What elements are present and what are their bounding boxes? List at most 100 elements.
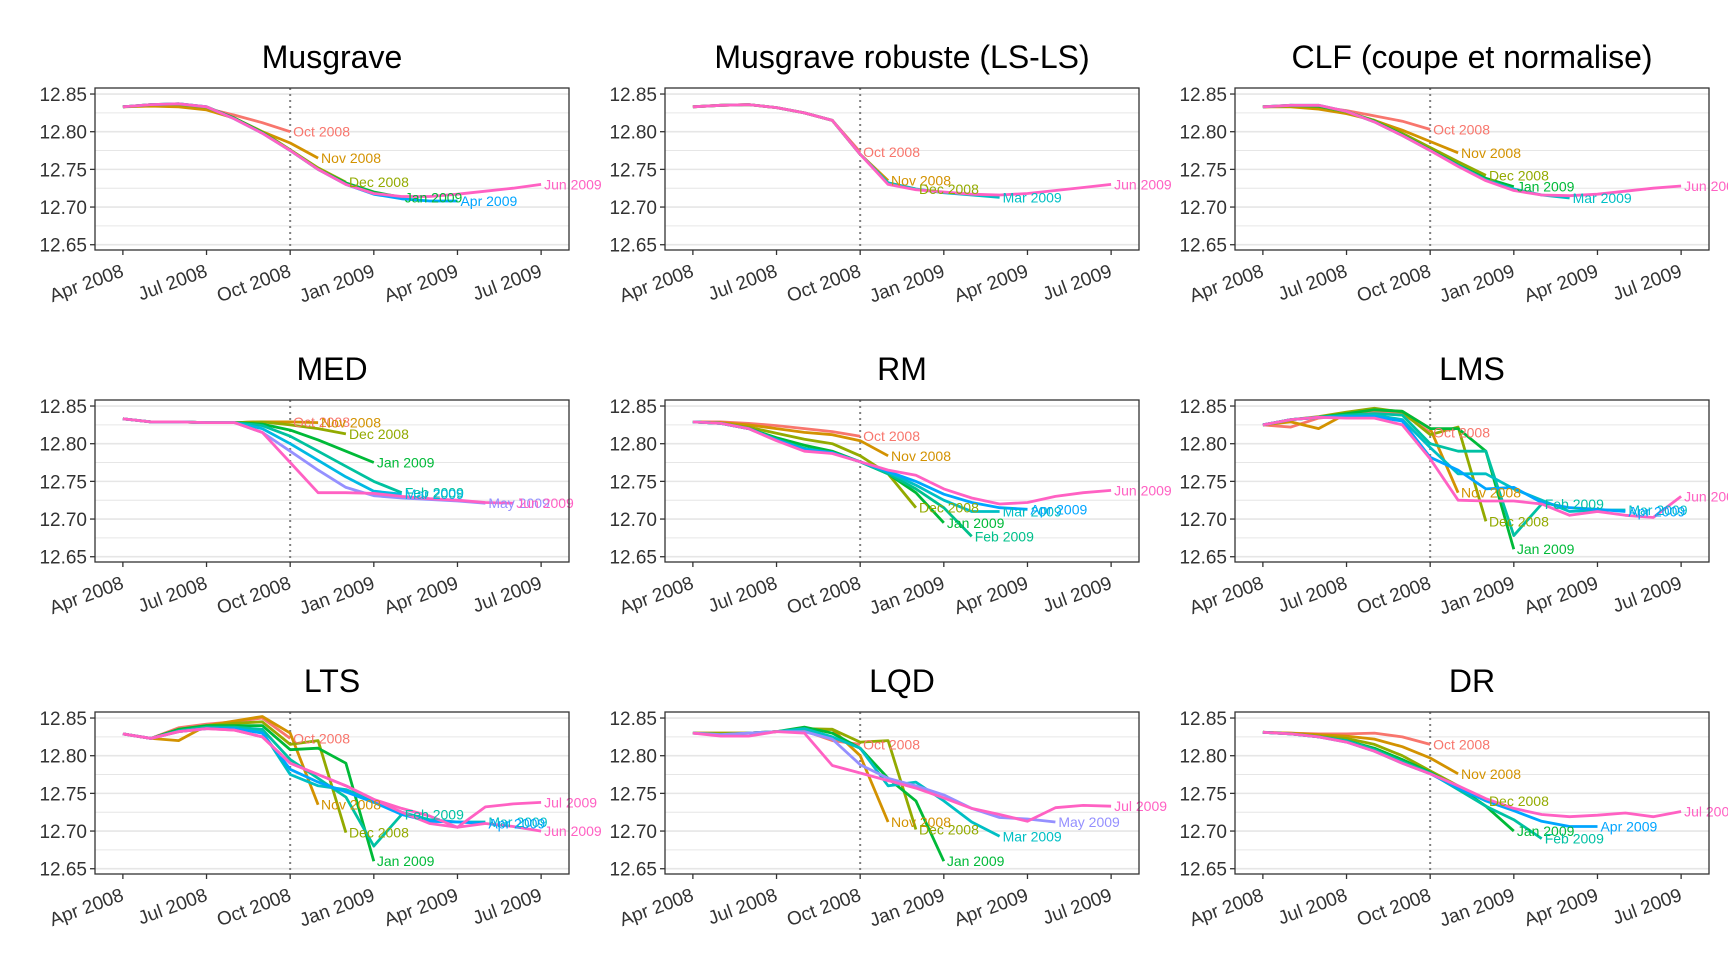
x-tick-label: Jul 2009 — [1610, 573, 1685, 617]
series-end-label: Jan 2009 — [947, 515, 1005, 531]
x-tick-label: Jul 2008 — [706, 261, 781, 305]
y-tick-label: 12.85 — [609, 709, 657, 730]
series-end-label: Jul 2009 — [1684, 803, 1728, 819]
series-end-label: Nov 2008 — [321, 415, 381, 431]
y-tick-label: 12.70 — [609, 822, 657, 843]
series-end-label: Oct 2008 — [1433, 736, 1490, 752]
series-line — [692, 103, 862, 153]
series-end-label: Apr 2009 — [488, 816, 545, 832]
series-end-label: Nov 2008 — [891, 814, 951, 830]
series-line — [1262, 408, 1460, 494]
y-tick-label: 12.85 — [1179, 709, 1227, 730]
series-line — [692, 730, 1056, 824]
series-end-label: Oct 2008 — [293, 124, 350, 140]
series-end-label: Nov 2008 — [891, 173, 951, 189]
x-tick-label: Apr 2009 — [382, 261, 462, 307]
x-tick-label: Oct 2008 — [214, 885, 294, 931]
x-tick-label: Oct 2008 — [214, 261, 294, 307]
series-end-label: Jan 2009 — [377, 853, 435, 869]
y-tick-label: 12.65 — [39, 860, 87, 881]
x-tick-label: Apr 2009 — [1522, 885, 1602, 931]
series-end-label: May 2009 — [488, 495, 550, 511]
y-tick-label: 12.75 — [39, 784, 87, 805]
series-line — [692, 727, 1001, 838]
x-tick-label: Jul 2008 — [136, 573, 211, 617]
series-end-label: Feb 2009 — [405, 806, 464, 822]
series-end-label: May 2009 — [1058, 814, 1120, 830]
series-end-label: Apr 2009 — [1030, 501, 1087, 517]
x-tick-label: Apr 2008 — [617, 885, 697, 931]
y-tick-label: 12.65 — [39, 236, 87, 257]
series-end-label: Jan 2009 — [1517, 823, 1575, 839]
y-tick-label: 12.75 — [1179, 472, 1227, 493]
x-tick-label: Jan 2009 — [297, 885, 378, 931]
x-tick-label: Apr 2009 — [382, 885, 462, 931]
series-line — [692, 420, 1112, 506]
series-line — [1262, 730, 1459, 776]
panel-title: CLF (coupe et normalise) — [1291, 39, 1652, 75]
y-tick-label: 12.75 — [609, 472, 657, 493]
series-group — [122, 102, 542, 203]
series-end-label: Dec 2008 — [919, 181, 979, 197]
series-group — [692, 420, 1112, 538]
series-end-label: Feb 2009 — [975, 528, 1034, 544]
x-tick-label: Jul 2008 — [1276, 885, 1351, 929]
series-line — [122, 727, 542, 829]
x-tick-label: Apr 2009 — [952, 573, 1032, 619]
y-tick-label: 12.80 — [39, 747, 87, 768]
series-line — [122, 417, 514, 505]
panel-7: Oct 2008 Nov 2008 Dec 2008 Jan 2009 Feb 2009… — [39, 663, 601, 931]
y-tick-label: 12.70 — [39, 510, 87, 531]
y-tick-label: 12.85 — [39, 709, 87, 730]
series-group — [692, 725, 1112, 862]
x-tick-label: Jan 2009 — [1437, 573, 1518, 619]
series-end-label: Jul 2009 — [544, 794, 597, 810]
y-tick-label: 12.80 — [609, 747, 657, 768]
x-tick-label: Jan 2009 — [867, 885, 948, 931]
series-end-label: Nov 2008 — [321, 150, 381, 166]
y-tick-label: 12.70 — [39, 198, 87, 219]
series-end-label: Dec 2008 — [919, 500, 979, 516]
panel-title: LQD — [869, 663, 935, 699]
x-tick-label: Apr 2008 — [47, 261, 127, 307]
series-end-label: Jun 2009 — [1114, 482, 1172, 498]
series-end-label: Dec 2008 — [349, 825, 409, 841]
y-tick-label: 12.75 — [39, 472, 87, 493]
x-tick-label: Jul 2009 — [470, 261, 545, 305]
panel-title: MED — [296, 351, 367, 387]
x-tick-label: Apr 2008 — [1187, 261, 1267, 307]
x-tick-label: Apr 2008 — [617, 573, 697, 619]
x-tick-label: Oct 2008 — [784, 261, 864, 307]
y-tick-label: 12.75 — [1179, 160, 1227, 181]
x-tick-label: Apr 2008 — [47, 885, 127, 931]
x-tick-label: Jul 2008 — [1276, 261, 1351, 305]
series-end-label: Apr 2009 — [1600, 819, 1657, 835]
x-tick-label: Jul 2008 — [136, 261, 211, 305]
x-tick-label: Jan 2009 — [867, 573, 948, 619]
series-end-label: Dec 2008 — [349, 426, 409, 442]
x-tick-label: Jan 2009 — [297, 261, 378, 307]
x-tick-label: Apr 2008 — [1187, 885, 1267, 931]
y-tick-label: 12.65 — [39, 548, 87, 569]
x-tick-label: Jul 2009 — [470, 573, 545, 617]
series-line — [692, 103, 1112, 197]
y-tick-label: 12.80 — [39, 123, 87, 144]
series-end-label: Apr 2009 — [1628, 504, 1685, 520]
y-tick-label: 12.85 — [1179, 397, 1227, 418]
panel-title: Musgrave — [262, 39, 403, 75]
x-tick-label: Apr 2009 — [1522, 573, 1602, 619]
x-tick-label: Apr 2008 — [1187, 573, 1267, 619]
x-tick-label: Oct 2008 — [784, 885, 864, 931]
series-group — [122, 715, 542, 862]
series-end-label: Mar 2009 — [1003, 828, 1062, 844]
series-end-label: Jan 2009 — [1517, 541, 1575, 557]
x-tick-label: Jul 2009 — [1610, 885, 1685, 929]
y-tick-label: 12.85 — [39, 85, 87, 106]
series-end-label: Dec 2008 — [1489, 167, 1549, 183]
